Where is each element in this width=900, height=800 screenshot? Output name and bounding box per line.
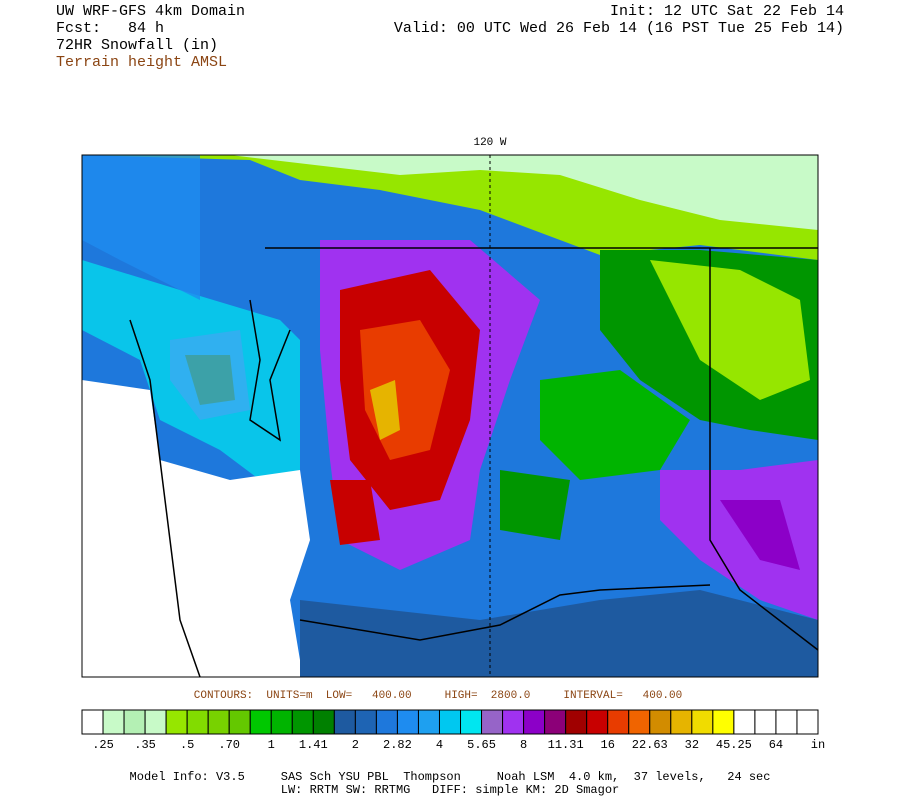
colorbar-box (523, 709, 546, 735)
colorbar-label: 16 (601, 738, 615, 752)
colorbar-label: 4 (436, 738, 443, 752)
colorbar-box (354, 709, 377, 735)
colorbar-box (754, 709, 777, 735)
longitude-label: 120 W (473, 137, 506, 149)
colorbar-box (123, 709, 146, 735)
colorbar-box (291, 709, 314, 735)
colorbar-label: 2 (352, 738, 359, 752)
colorbar-box (796, 709, 819, 735)
colorbar-box (481, 709, 504, 735)
colorbar-label: .5 (180, 738, 194, 752)
colorbar-box (565, 709, 588, 735)
colorbar-box (207, 709, 230, 735)
colorbar-label: 64 (769, 738, 783, 752)
colorbar-box (544, 709, 567, 735)
colorbar-box (460, 709, 483, 735)
colorbar-box (607, 709, 630, 735)
colorbar-box (670, 709, 693, 735)
map-frame (81, 154, 819, 678)
colorbar-unit: in (811, 738, 825, 752)
colorbar-box (649, 709, 672, 735)
colorbar-label: 22.63 (632, 738, 668, 752)
valid-time: Valid: 00 UTC Wed 26 Feb 14 (16 PST Tue … (393, 20, 844, 37)
colorbar-label: 11.31 (548, 738, 584, 752)
colorbar: .25 .35 .5 .70 1 1.41 2 2.82 4 5.65 8 11.31 16 22.63 3… (81, 709, 825, 752)
init-time: Init: 12 UTC Sat 22 Feb 14 (609, 3, 844, 20)
colorbar-box (270, 709, 293, 735)
colorbar-box (312, 709, 335, 735)
colorbar-label: 2.82 (383, 738, 412, 752)
physics-info: LW: RRTM SW: RRTMG DIFF: simple KM: 2D S… (281, 783, 619, 797)
colorbar-label: 45.25 (716, 738, 752, 752)
snowfall-field (82, 155, 818, 677)
colorbar-box (375, 709, 398, 735)
colorbar-box (733, 709, 756, 735)
colorbar-box (691, 709, 714, 735)
colorbar-box (144, 709, 167, 735)
colorbar-label: 1.41 (299, 738, 328, 752)
contour-info: CONTOURS: UNITS=m LOW= 400.00 HIGH= 2800… (194, 690, 682, 702)
forecast-hour: Fcst: 84 h (56, 20, 165, 37)
colorbar-box (249, 709, 272, 735)
colorbar-box (586, 709, 609, 735)
colorbar-box (502, 709, 525, 735)
colorbar-label: 8 (520, 738, 527, 752)
colorbar-box (417, 709, 440, 735)
colorbar-label: .35 (134, 738, 156, 752)
colorbar-box (186, 709, 209, 735)
colorbar-box (628, 709, 651, 735)
colorbar-label: .25 (92, 738, 114, 752)
colorbar-label: .70 (218, 738, 240, 752)
colorbar-box (228, 709, 251, 735)
colorbar-box (396, 709, 419, 735)
colorbar-label: 5.65 (467, 738, 496, 752)
colorbar-box (775, 709, 798, 735)
colorbar-box (333, 709, 356, 735)
colorbar-label: 1 (268, 738, 275, 752)
overlay-name: Terrain height AMSL (56, 54, 228, 71)
colorbar-label: 32 (685, 738, 699, 752)
colorbar-box (712, 709, 735, 735)
model-info: Model Info: V3.5 SAS Sch YSU PBL Thompso… (130, 770, 771, 784)
colorbar-box (102, 709, 125, 735)
boundaries (129, 247, 819, 678)
colorbar-box (438, 709, 462, 735)
model-title: UW WRF-GFS 4km Domain (56, 3, 246, 20)
colorbar-box (81, 709, 104, 735)
colorbar-box (165, 709, 188, 735)
field-name: 72HR Snowfall (in) (56, 37, 219, 54)
